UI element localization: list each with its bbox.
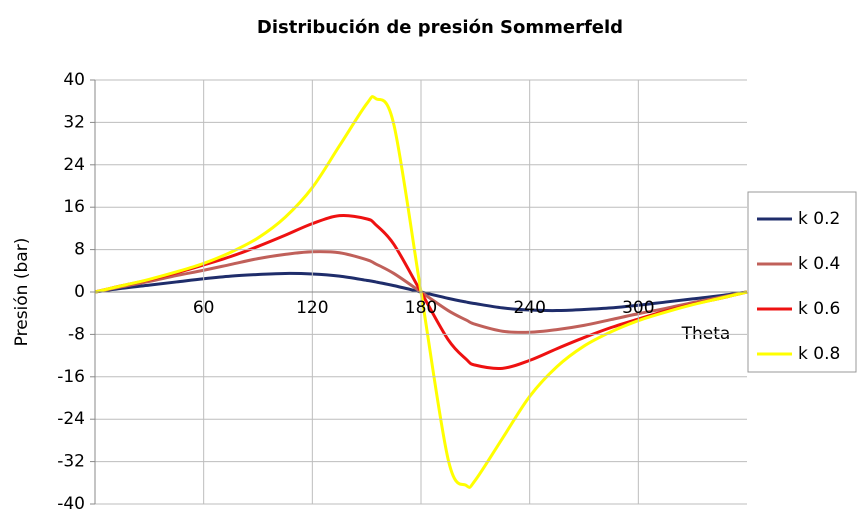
x-tick-label: 180 [405,298,437,318]
legend-label: k 0.8 [798,344,840,364]
y-tick-label: 32 [63,112,85,132]
y-tick-label: 40 [63,70,85,90]
y-tick-label: 16 [63,197,85,217]
y-tick-label: -16 [57,367,85,387]
y-tick-label: -32 [57,452,85,472]
legend-label: k 0.6 [798,299,840,319]
x-tick-label: 240 [513,298,545,318]
legend-box [747,191,857,373]
y-tick-label: -40 [57,494,85,514]
y-axis-label: Presión (bar) [12,238,32,347]
y-tick-label: -8 [68,324,85,344]
x-tick-label: 60 [193,298,215,318]
legend-label: k 0.4 [798,254,840,274]
x-tick-label: 300 [622,298,654,318]
legend-label: k 0.2 [798,209,840,229]
y-tick-label: 0 [74,282,85,302]
y-tick-label: 8 [74,240,85,260]
chart-title: Distribución de presión Sommerfeld [257,17,623,38]
y-tick-label: -24 [57,409,85,429]
x-tick-label: 120 [296,298,328,318]
y-tick-label: 24 [63,155,85,175]
